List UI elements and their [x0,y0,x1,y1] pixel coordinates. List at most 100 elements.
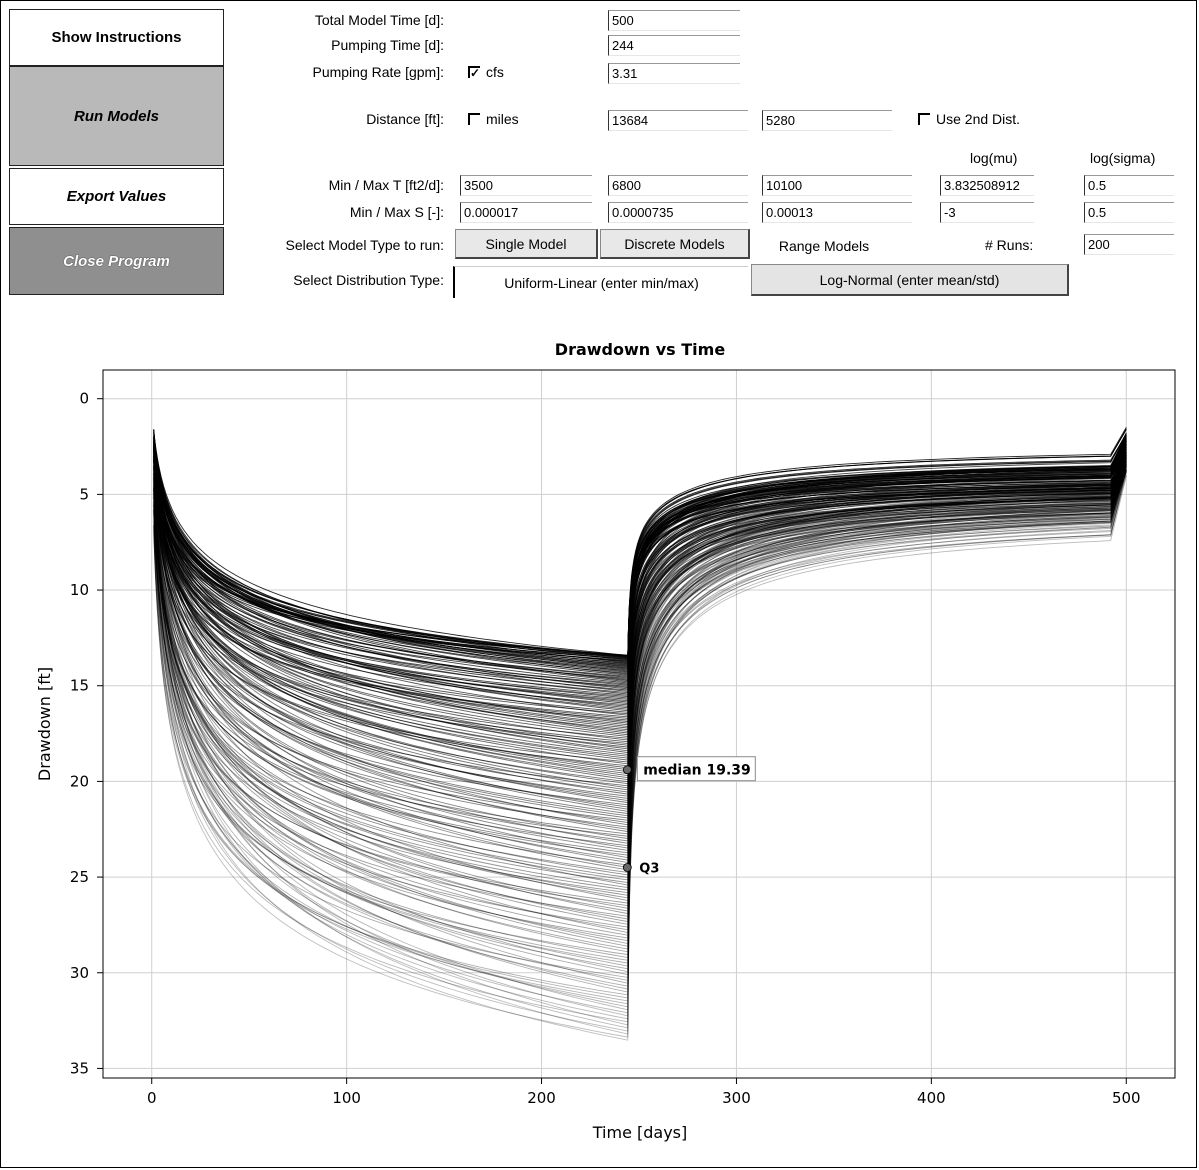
x-tick-label: 0 [147,1089,157,1107]
drawdown-curve [153,449,1127,958]
t-mid-input[interactable]: 6800 [608,175,748,196]
annotations: median 19.39 Q3 [622,756,756,877]
discrete-models-button[interactable]: Discrete Models [600,229,750,259]
drawdown-curve [153,448,1127,832]
y-ticks: 0 5 10 15 20 25 30 35 [70,390,103,1077]
s-max-input[interactable]: 0.00013 [762,202,912,223]
drawdown-curve [153,445,1127,939]
drawdown-curve [153,453,1127,876]
drawdown-curve [153,446,1127,826]
drawdown-curve [153,450,1127,1005]
y-tick-label: 10 [70,581,89,599]
total-time-input[interactable]: 500 [608,10,740,31]
x-tick-label: 400 [917,1089,946,1107]
single-model-button[interactable]: Single Model [455,229,598,259]
drawdown-curve [153,441,1127,996]
drawdown-curve [153,440,1127,835]
drawdown-curve [153,458,1127,1041]
x-tick-label: 300 [722,1089,751,1107]
drawdown-curve [153,463,1127,953]
drawdown-curve [153,456,1127,886]
distance-input[interactable]: 13684 [608,110,748,131]
drawdown-curve [153,444,1127,873]
y-tick-label: 15 [70,677,89,695]
drawdown-curve [153,456,1127,823]
y-tick-label: 5 [79,485,89,503]
drawdown-curve [153,442,1127,866]
annotation-q3: Q3 [639,862,659,877]
drawdown-curve [153,447,1127,888]
miles-checkbox[interactable]: miles [468,111,519,127]
drawdown-curve [153,457,1127,987]
close-program-button[interactable]: Close Program [9,227,224,295]
drawdown-curve [153,452,1127,1032]
min-max-t-label: Min / Max T [ft2/d]: [328,177,444,193]
cfs-checkbox[interactable]: ✓ cfs [468,64,504,80]
t-log-sigma-input[interactable]: 0.5 [1084,175,1174,196]
drawdown-curve [153,456,1127,912]
y-tick-label: 0 [79,390,89,408]
t-min-input[interactable]: 3500 [460,175,592,196]
miles-label: miles [486,111,519,127]
pumping-rate-input[interactable]: 3.31 [608,63,740,84]
drawdown-curve [153,457,1127,967]
runs-label: # Runs: [985,237,1034,253]
uniform-linear-button[interactable]: Uniform-Linear (enter min/max) [453,266,748,298]
use-2nd-dist-label: Use 2nd Dist. [936,111,1021,127]
drawdown-curve [153,465,1127,922]
drawdown-curve [153,439,1127,904]
t-log-mu-input[interactable]: 3.832508912 [940,175,1034,196]
log-normal-button[interactable]: Log-Normal (enter mean/std) [751,264,1069,296]
s-log-mu-input[interactable]: -3 [940,202,1034,223]
y-tick-label: 25 [70,868,89,886]
x-tick-label: 200 [527,1089,556,1107]
run-models-button[interactable]: Run Models [9,66,224,166]
drawdown-curve [153,440,1127,917]
drawdown-curve [153,463,1127,1029]
drawdown-curve [153,439,1127,847]
plot-area-border [102,369,1176,1079]
show-instructions-button[interactable]: Show Instructions [9,9,224,66]
drawdown-curve [153,465,1127,984]
s-log-sigma-input[interactable]: 0.5 [1084,202,1174,223]
drawdown-curve [153,442,1127,883]
drawdown-curve [153,444,1127,1023]
range-models-button[interactable]: Range Models [754,231,894,261]
y-tick-label: 35 [70,1059,89,1077]
export-values-button[interactable]: Export Values [9,168,224,225]
s-min-input[interactable]: 0.000017 [460,202,592,223]
drawdown-curve [153,443,1127,999]
pumping-time-input[interactable]: 244 [608,35,740,56]
log-sigma-header: log(sigma) [1090,150,1156,166]
use-2nd-dist-checkbox[interactable]: Use 2nd Dist. [918,111,1020,127]
drawdown-curve [153,465,1127,947]
drawdown-curve [153,471,1127,1011]
distance2-input[interactable]: 5280 [762,110,892,131]
s-mid-input[interactable]: 0.0000735 [608,202,748,223]
drawdown-curve [153,445,1127,828]
drawdown-curve [153,461,1127,933]
checkmark-icon: ✓ [468,66,481,80]
drawdown-curve [153,452,1127,981]
min-max-s-label: Min / Max S [-]: [349,204,444,220]
drawdown-curve [153,447,1127,1038]
drawdown-curve [153,457,1127,861]
total-time-label: Total Model Time [d]: [314,12,444,28]
drawdown-chart: Drawdown vs Time 0 100 200 300 400 500 0 5 10 15… [35,340,1176,1142]
drawdown-curve [153,470,1127,1026]
y-tick-label: 20 [70,772,89,790]
annotation-box [636,756,756,782]
drawdown-curve [153,444,1127,1002]
runs-input[interactable]: 200 [1084,234,1174,255]
drawdown-curve [153,456,1127,1020]
drawdown-curve [153,442,1127,928]
drawdown-curve [153,447,1127,842]
drawdown-curve [153,456,1127,936]
t-max-input[interactable]: 10100 [762,175,912,196]
y-tick-label: 30 [70,964,89,982]
drawdown-curve [153,436,1127,837]
drawdown-curve [153,445,1127,878]
drawdown-curve [153,463,1127,909]
drawdown-curve [153,440,1127,955]
x-ticks: 0 100 200 300 400 500 [147,1078,1141,1107]
